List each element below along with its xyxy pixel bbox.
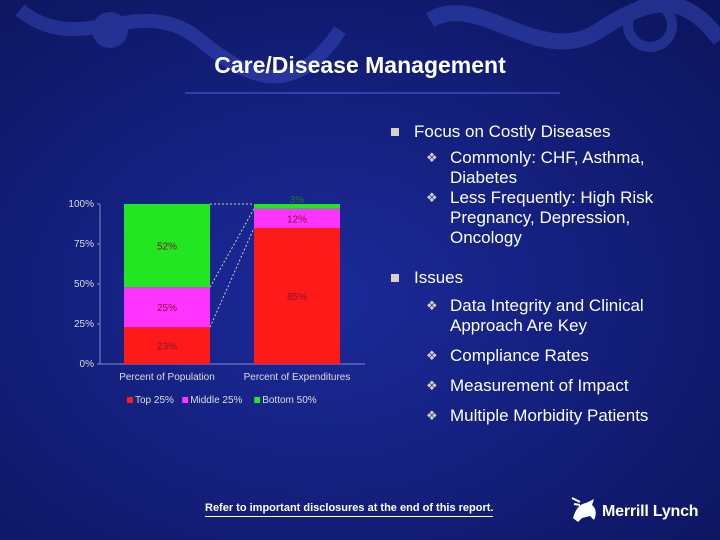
data-label: 52%: [157, 242, 177, 253]
diamond-bullet-icon: ❖: [426, 150, 438, 165]
connector-line: [209, 208, 255, 288]
bullet-list: Focus on Costly Diseases ❖ Commonly: CHF…: [388, 122, 708, 426]
data-label: 12%: [287, 214, 307, 225]
data-label: 3%: [290, 195, 305, 206]
diamond-bullet-icon: ❖: [426, 408, 438, 423]
sub-bullet-item: ❖ Commonly: CHF, Asthma, Diabetes: [388, 148, 708, 188]
y-tick-label: 25%: [74, 319, 94, 330]
y-tick-label: 0%: [80, 359, 95, 370]
bar-segment: [124, 287, 210, 328]
disclosure-note: Refer to important disclosures at the en…: [205, 502, 494, 517]
sub-bullet-line: Commonly: CHF, Asthma,: [450, 148, 645, 167]
sub-bullet-line: Oncology: [450, 228, 522, 247]
bar-segment: [124, 327, 210, 364]
title-underline: [185, 92, 560, 94]
square-bullet-icon: [391, 128, 399, 136]
bullet-item: Focus on Costly Diseases: [388, 122, 708, 142]
sub-bullet-line: Diabetes: [450, 168, 518, 187]
sub-bullet-item: ❖ Multiple Morbidity Patients: [388, 406, 708, 426]
bar-segment: [254, 204, 340, 209]
data-label: 85%: [287, 292, 307, 303]
legend-label: Bottom 50%: [262, 395, 317, 406]
bar-segment: [254, 228, 340, 364]
legend-swatch: [254, 397, 261, 403]
x-category-label: Percent of Population: [119, 372, 215, 383]
sub-bullet-item: ❖ Less Frequently: High Risk Pregnancy, …: [388, 188, 708, 248]
merrill-lynch-logo: Merrill Lynch: [570, 494, 712, 526]
legend-label: Top 25%: [135, 395, 174, 406]
sub-bullet-line: Pregnancy, Depression,: [450, 208, 631, 227]
sub-bullet-line: Data Integrity and Clinical: [450, 296, 644, 315]
sub-bullet-line: Compliance Rates: [450, 346, 589, 365]
sub-bullet-item: ❖ Measurement of Impact: [388, 376, 708, 396]
bullet-label: Issues: [414, 268, 464, 287]
y-tick-label: 50%: [74, 279, 94, 290]
diamond-bullet-icon: ❖: [426, 348, 438, 363]
sub-bullet-line: Approach Are Key: [450, 316, 588, 335]
connector-line: [209, 227, 255, 328]
sub-bullet-item: ❖ Compliance Rates: [388, 346, 708, 366]
page-title: Care/Disease Management: [214, 52, 506, 78]
data-label: 23%: [157, 342, 177, 353]
legend-swatch: [127, 397, 133, 403]
sub-bullet-line: Less Frequently: High Risk: [450, 188, 654, 207]
diamond-bullet-icon: ❖: [426, 378, 438, 393]
sub-bullet-item: ❖ Data Integrity and Clinical Approach A…: [388, 296, 708, 336]
bar-segment: [124, 204, 210, 288]
square-bullet-icon: [391, 274, 399, 282]
bullet-label: Focus on Costly Diseases: [414, 122, 611, 141]
diamond-bullet-icon: ❖: [426, 190, 438, 205]
logo-wordmark: Merrill Lynch: [602, 503, 699, 520]
diamond-bullet-icon: ❖: [426, 298, 438, 313]
data-label: 25%: [157, 303, 177, 314]
legend-swatch: [182, 397, 189, 403]
sub-bullet-line: Multiple Morbidity Patients: [450, 406, 649, 425]
sub-bullet-line: Measurement of Impact: [450, 376, 629, 395]
y-tick-label: 100%: [68, 199, 94, 210]
bull-logo-icon: [571, 497, 596, 522]
stacked-bar-chart: 0% 25% 50% 75% 100% Percent of Population Perc…: [68, 195, 365, 406]
y-tick-label: 75%: [74, 239, 94, 250]
bullet-item: Issues: [388, 268, 708, 288]
bar-segment: [254, 208, 340, 228]
background-swirl: [15, 0, 720, 84]
legend-label: Middle 25%: [190, 395, 242, 406]
x-category-label: Percent of Expenditures: [244, 372, 351, 383]
